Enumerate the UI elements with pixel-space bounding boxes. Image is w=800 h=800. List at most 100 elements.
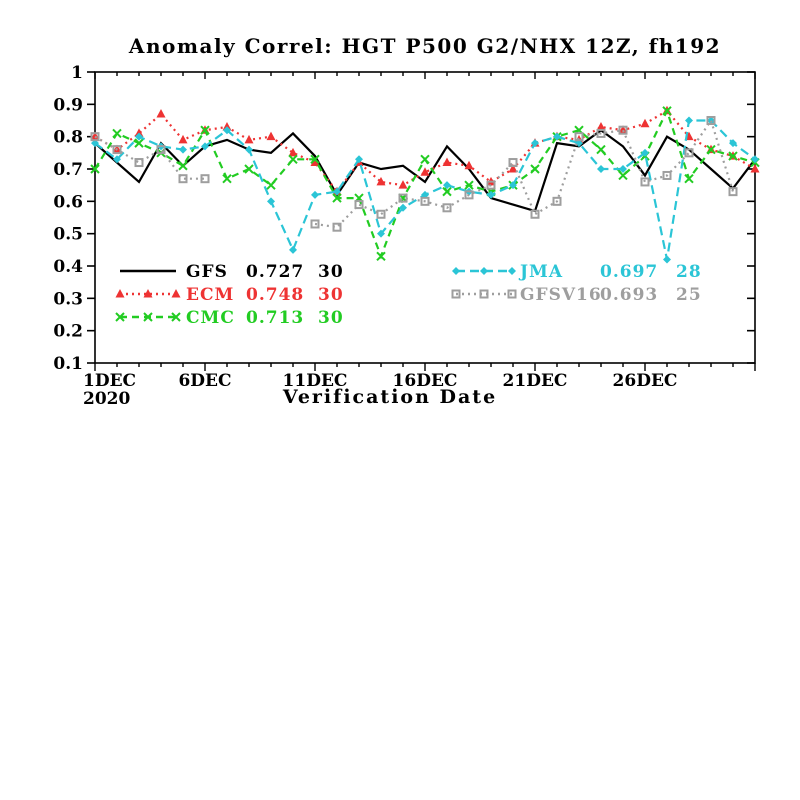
x-marker bbox=[171, 312, 181, 322]
diamond-marker bbox=[377, 229, 385, 238]
square-marker bbox=[200, 174, 210, 184]
x-marker bbox=[420, 154, 430, 165]
diamond-marker bbox=[399, 203, 407, 212]
square-marker bbox=[178, 174, 188, 184]
square-marker bbox=[479, 289, 489, 299]
diamond-marker bbox=[707, 116, 715, 125]
diamond-marker bbox=[685, 116, 693, 125]
diamond-marker bbox=[619, 165, 627, 173]
y-tick-label: 0.2 bbox=[53, 322, 83, 342]
triangle-marker bbox=[464, 160, 474, 170]
triangle-marker bbox=[178, 134, 188, 144]
square-marker bbox=[442, 203, 452, 213]
y-tick-label: 0.3 bbox=[53, 289, 83, 309]
x-marker bbox=[332, 193, 342, 203]
triangle-marker bbox=[266, 131, 276, 141]
x-axis-label: Verification Date bbox=[282, 386, 498, 408]
x-tick-label: 6DEC bbox=[178, 371, 231, 391]
diamond-marker bbox=[333, 187, 341, 196]
x-marker bbox=[266, 180, 276, 190]
y-tick-label: 0.6 bbox=[53, 192, 83, 212]
triangle-marker bbox=[115, 289, 125, 298]
square-marker bbox=[310, 219, 320, 229]
square-marker bbox=[618, 125, 628, 135]
x-marker bbox=[115, 312, 125, 322]
triangle-marker bbox=[90, 131, 100, 141]
x-marker bbox=[178, 161, 188, 171]
triangle-marker bbox=[171, 289, 181, 298]
legend-series-name: GFS bbox=[186, 262, 228, 282]
legend-series-count: 30 bbox=[318, 262, 344, 282]
diamond-marker bbox=[267, 197, 275, 206]
x-tick-label: 16DEC bbox=[393, 371, 458, 391]
square-marker bbox=[574, 132, 584, 142]
square-marker bbox=[508, 158, 518, 168]
diamond-marker bbox=[729, 139, 737, 148]
square-marker bbox=[332, 222, 342, 232]
legend-series-count: 28 bbox=[676, 262, 702, 282]
x-marker bbox=[376, 251, 386, 262]
square-marker bbox=[684, 148, 694, 158]
square-marker bbox=[398, 193, 408, 203]
x-tick-label: 1DEC bbox=[83, 371, 136, 391]
triangle-marker bbox=[442, 157, 452, 167]
diamond-marker bbox=[531, 139, 539, 148]
triangle-marker bbox=[508, 164, 518, 173]
chart-title: Anomaly Correl: HGT P500 G2/NHX 12Z, fh1… bbox=[128, 34, 722, 58]
legend-series-count: 25 bbox=[676, 285, 702, 305]
triangle-marker bbox=[143, 289, 153, 298]
diamond-marker bbox=[311, 190, 319, 199]
diamond-marker bbox=[487, 190, 495, 199]
square-marker bbox=[662, 170, 672, 180]
triangle-marker bbox=[640, 118, 650, 128]
diamond-marker bbox=[113, 155, 121, 164]
diamond-marker bbox=[355, 155, 363, 164]
legend-series-name: GFSV16 bbox=[520, 285, 602, 305]
triangle-marker bbox=[750, 164, 760, 173]
y-tick-label: 0.7 bbox=[53, 160, 83, 180]
square-marker bbox=[640, 177, 650, 187]
diamond-marker bbox=[663, 255, 671, 264]
diamond-marker bbox=[480, 267, 488, 275]
triangle-marker bbox=[596, 121, 606, 131]
legend-series-name: ECM bbox=[186, 285, 234, 305]
y-tick-label: 0.5 bbox=[53, 225, 83, 245]
triangle-marker bbox=[376, 176, 386, 186]
diamond-marker bbox=[443, 181, 451, 190]
y-tick-label: 0.8 bbox=[53, 128, 83, 148]
y-tick-label: 1 bbox=[71, 63, 83, 83]
diamond-marker bbox=[223, 126, 231, 135]
legend-series-mean: 0.713 bbox=[246, 308, 304, 328]
x-marker bbox=[442, 186, 452, 197]
diamond-marker bbox=[508, 267, 516, 275]
square-marker bbox=[112, 145, 122, 155]
series-cmc bbox=[90, 106, 760, 262]
x-marker bbox=[596, 144, 606, 155]
square-marker bbox=[376, 209, 386, 219]
square-marker bbox=[530, 209, 540, 219]
square-marker bbox=[134, 158, 144, 168]
square-marker bbox=[420, 196, 430, 206]
diamond-marker bbox=[201, 142, 209, 151]
legend-series-name: CMC bbox=[186, 308, 235, 328]
square-marker bbox=[464, 190, 474, 200]
diamond-marker bbox=[245, 145, 253, 154]
series-gfsv16 bbox=[90, 116, 738, 232]
diamond-marker bbox=[597, 165, 605, 173]
square-marker bbox=[451, 289, 461, 299]
x-tick-label: 26DEC bbox=[613, 371, 678, 391]
diamond-marker bbox=[641, 148, 649, 157]
triangle-marker bbox=[288, 147, 298, 157]
x-marker bbox=[530, 164, 540, 174]
y-tick-label: 0.9 bbox=[53, 95, 83, 115]
square-marker bbox=[596, 128, 606, 138]
x-marker bbox=[310, 154, 320, 165]
legend: GFS 0.727 30 ECM 0.748 30 CMC 0.713 30 JMA 0.697 28… bbox=[115, 262, 702, 328]
legend-series-count: 30 bbox=[318, 285, 344, 305]
triangle-marker bbox=[310, 157, 320, 167]
x-marker bbox=[134, 138, 144, 148]
x-marker bbox=[464, 180, 474, 190]
square-marker bbox=[507, 289, 517, 299]
